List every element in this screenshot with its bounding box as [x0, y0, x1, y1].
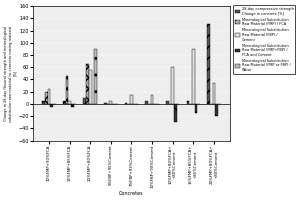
- Bar: [207, 24, 210, 104]
- Bar: [171, 67, 174, 104]
- Bar: [63, 101, 65, 104]
- Bar: [48, 89, 50, 104]
- Bar: [45, 92, 48, 104]
- Bar: [50, 104, 53, 107]
- X-axis label: Concretes: Concretes: [119, 191, 144, 196]
- Bar: [146, 101, 148, 104]
- Bar: [130, 95, 133, 104]
- Y-axis label: Change in 28-day flexural strength and mineralogical
substitution raw material-t: Change in 28-day flexural strength and m…: [4, 25, 17, 122]
- Bar: [83, 98, 86, 104]
- Bar: [68, 101, 71, 104]
- Bar: [110, 101, 112, 104]
- Bar: [86, 64, 89, 104]
- Bar: [42, 101, 45, 104]
- Bar: [213, 83, 215, 104]
- Bar: [94, 49, 97, 104]
- Bar: [151, 95, 153, 104]
- Bar: [65, 76, 68, 104]
- Bar: [174, 104, 177, 122]
- Bar: [215, 104, 218, 116]
- Bar: [71, 104, 74, 107]
- Bar: [125, 103, 128, 104]
- Bar: [195, 104, 197, 113]
- Bar: [192, 49, 195, 104]
- Bar: [89, 70, 92, 104]
- Bar: [187, 101, 189, 104]
- Bar: [166, 101, 169, 104]
- Legend: 28-day compressive strength
Change in concrete [%], Mineralogical Substitution
R: 28-day compressive strength Change in co…: [233, 5, 296, 74]
- Bar: [104, 103, 107, 104]
